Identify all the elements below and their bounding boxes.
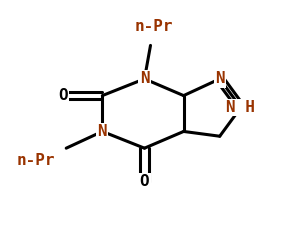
Text: O: O (140, 174, 149, 189)
Text: O: O (58, 88, 68, 103)
Text: N: N (215, 71, 225, 86)
Text: N: N (140, 71, 149, 86)
Text: n-Pr: n-Pr (134, 19, 173, 34)
Text: n-Pr: n-Pr (17, 153, 55, 168)
Text: N: N (98, 124, 107, 139)
Text: N H: N H (226, 100, 255, 115)
